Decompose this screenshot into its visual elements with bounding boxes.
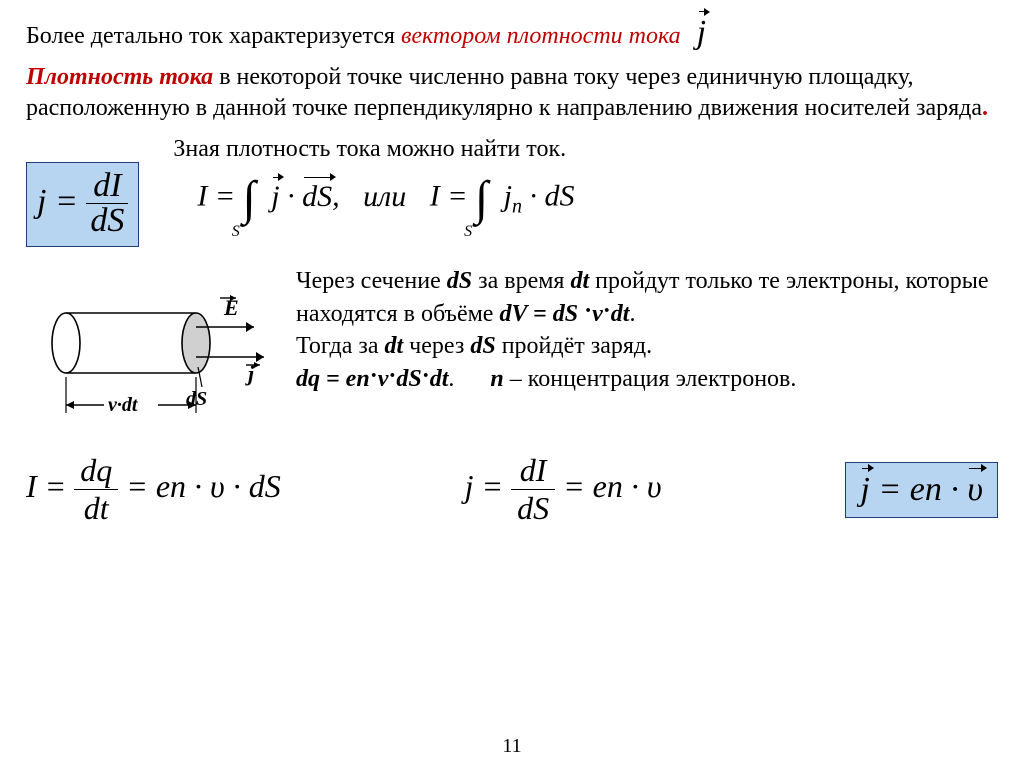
rt3-d3: ·	[422, 363, 430, 389]
f1-lhs: I =	[26, 468, 66, 504]
rt1-period: .	[629, 301, 635, 327]
int2-j: j	[504, 180, 512, 213]
intro-line: Более детально ток характеризуется векто…	[26, 14, 998, 52]
def-term: Плотность тока	[26, 64, 213, 90]
rt3-dt: dt	[430, 366, 449, 392]
int2-lhs: I =	[430, 180, 475, 213]
int1-dS: dS	[302, 180, 332, 214]
rt1-dt: dt	[570, 268, 589, 294]
f2-lhs: j =	[465, 468, 503, 504]
int2-rhs: · dS	[522, 180, 575, 213]
int1-lhs: I =	[197, 180, 242, 213]
row-formula-knowing: j = dI dS Зная плотность тока можно найт…	[26, 136, 998, 247]
int2-n: n	[512, 196, 522, 218]
int1-comma: ,	[332, 180, 340, 213]
box2-mid: = en ·	[870, 471, 968, 508]
intro-b: вектором плотности тока	[401, 23, 681, 49]
int1-dot: ·	[280, 180, 303, 213]
formula-j: j = dI dS = en · υ	[465, 452, 662, 527]
rt1-dt2: dt	[611, 301, 630, 327]
rt3-n: n	[490, 366, 503, 392]
rt3-rest: – концентрация электронов.	[504, 366, 797, 392]
definition-paragraph: Плотность тока в некоторой точке численн…	[26, 62, 998, 124]
bottom-formula-row: I = dq dt = en · υ · dS j = dI dS = en ·…	[26, 452, 998, 527]
svg-text:v·dt: v·dt	[108, 394, 139, 416]
f2-den: dS	[511, 490, 555, 527]
int1-sub: S	[232, 223, 240, 240]
cylinder-diagram: E j dS v·dt	[26, 265, 296, 440]
box1-num: dI	[86, 169, 128, 204]
highlight-box-j: j = dI dS	[26, 162, 139, 247]
def-dot: .	[982, 95, 988, 121]
box1-den: dS	[86, 204, 128, 238]
knowing-text: Зная плотность тока можно найти ток.	[173, 136, 998, 163]
rt3-dS: dS	[396, 366, 421, 392]
rt3-v: v	[378, 366, 389, 392]
j-vector-symbol: j	[697, 14, 706, 52]
rt3-sp	[454, 366, 490, 392]
rt1-dV: dV = dS	[499, 301, 578, 327]
explanation-text: Через сечение dS за время dt пройдут тол…	[296, 265, 998, 440]
integral-icon: ∫	[243, 172, 256, 225]
f2-rhs: = en · υ	[563, 468, 661, 504]
rt3-d2: ·	[388, 363, 396, 389]
ili: или	[363, 180, 406, 213]
rt3-dq: dq = en	[296, 366, 370, 392]
rt2-dS: dS	[470, 333, 495, 359]
int1-j: j	[271, 180, 279, 214]
rt2-dt: dt	[385, 333, 404, 359]
box2-j: j	[860, 471, 869, 509]
rt1b: за время	[472, 268, 570, 294]
f2-num: dI	[511, 452, 555, 490]
integral-icon-2: ∫	[475, 172, 488, 225]
rt1a: Через сечение	[296, 268, 447, 294]
highlight-box-jvec: j = en · υ	[845, 462, 998, 518]
rt1-v: v	[592, 301, 603, 327]
rt1-d2: ·	[603, 298, 611, 324]
formula-I: I = dq dt = en · υ · dS	[26, 452, 281, 527]
rt3-d1: ·	[370, 363, 378, 389]
rt2c: пройдёт заряд.	[496, 333, 652, 359]
rt1-dS: dS	[447, 268, 472, 294]
f1-den: dt	[74, 490, 118, 527]
row-diagram-text: E j dS v·dt	[26, 265, 998, 440]
box1-lhs: j =	[37, 183, 78, 220]
int2-sub: S	[464, 223, 472, 240]
intro-a: Более детально ток характеризуется	[26, 23, 401, 49]
integral-line: I = ∫S j · dS, или I = ∫S jn · dS	[197, 171, 998, 226]
f1-rhs: = en · υ · dS	[126, 468, 280, 504]
box2-v: υ	[967, 471, 983, 509]
page-number: 11	[0, 735, 1024, 758]
rt1-d1: ·	[578, 298, 592, 324]
rt2b: через	[403, 333, 470, 359]
f1-num: dq	[74, 452, 118, 490]
rt2a: Тогда за	[296, 333, 385, 359]
